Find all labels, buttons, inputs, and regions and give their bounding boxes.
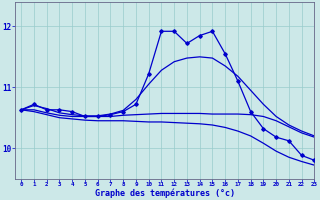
X-axis label: Graphe des températures (°c): Graphe des températures (°c)	[95, 188, 235, 198]
